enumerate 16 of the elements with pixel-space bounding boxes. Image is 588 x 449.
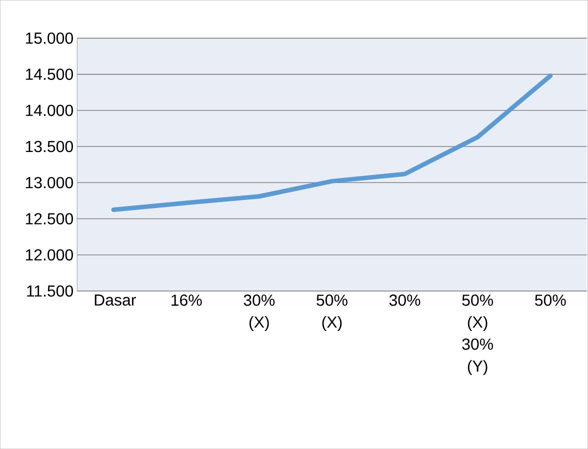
x-tick-label: 30% (389, 294, 420, 306)
y-tick-label: 15.000 (26, 32, 73, 44)
x-tick-label: Dasar (94, 294, 136, 306)
y-tick-label: 13.000 (26, 176, 73, 188)
x-tick-label: 16% (172, 294, 202, 306)
line-series (111, 73, 553, 212)
x-tick-label: 30% (X) (244, 294, 275, 331)
x-tick-label: 50% (X) (316, 294, 348, 331)
y-tick-label: 12.000 (26, 249, 73, 260)
y-tick-label: 11.500 (27, 285, 73, 297)
y-tick-label: 12.500 (26, 213, 73, 224)
x-tick-label: 50% (535, 294, 566, 306)
y-tick-label: 14.500 (26, 68, 73, 80)
x-tick-label: 50% (X) 30% (Y) (462, 294, 494, 375)
y-tick-label: 13.500 (26, 140, 73, 152)
y-tick-label: 14.000 (26, 104, 73, 116)
